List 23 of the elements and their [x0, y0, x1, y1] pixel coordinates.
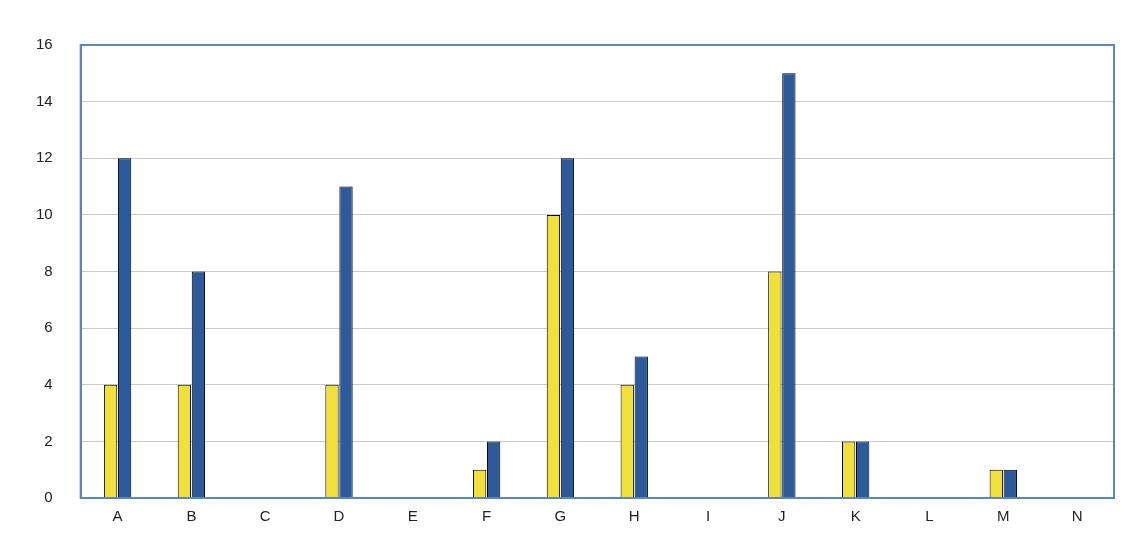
x-tick-label: M — [997, 507, 1010, 525]
y-tick-label: 14 — [36, 91, 53, 109]
y-tick-label: 6 — [44, 318, 53, 336]
x-tick-label: J — [778, 507, 786, 525]
x-tick-label: F — [482, 507, 492, 525]
y-tick-label: 8 — [44, 261, 53, 279]
y-tick-label: 4 — [44, 374, 53, 392]
y-tick-label: 2 — [44, 431, 53, 449]
y-tick-label: 10 — [36, 205, 53, 223]
x-tick-label: G — [554, 507, 567, 525]
x-tick-label: A — [112, 507, 123, 525]
x-tick-label: I — [705, 507, 711, 525]
x-tick-label: K — [850, 507, 861, 525]
x-tick-label: L — [925, 507, 934, 525]
x-tick-label: B — [186, 507, 197, 525]
y-tick-label: 16 — [36, 35, 53, 53]
x-tick-label: E — [407, 507, 418, 525]
x-tick-label: C — [259, 507, 271, 525]
x-tick-label: N — [1071, 507, 1083, 525]
y-tick-label: 0 — [44, 488, 53, 506]
x-tick-label: D — [333, 507, 345, 525]
x-tick-label: H — [628, 507, 640, 525]
y-tick-label: 12 — [36, 148, 53, 166]
